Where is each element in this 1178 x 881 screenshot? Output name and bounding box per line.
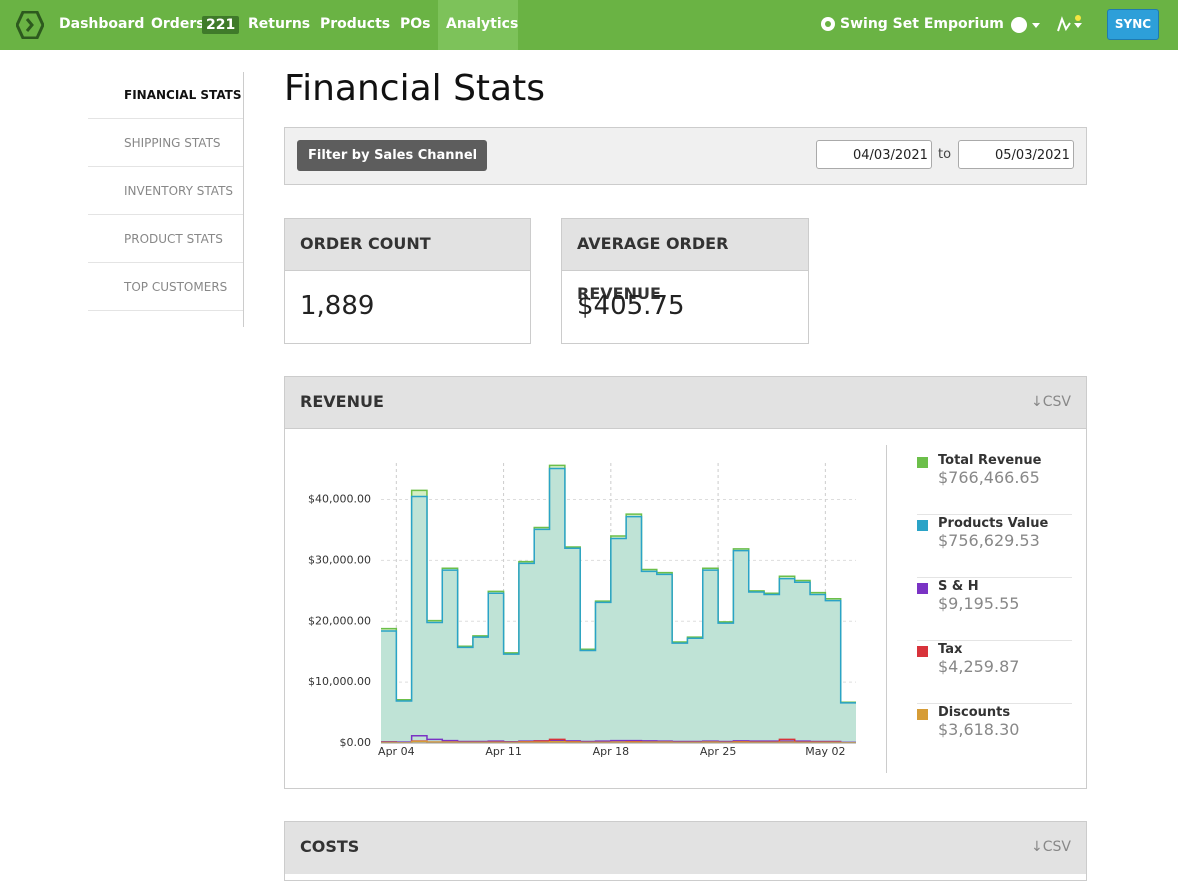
csv-link[interactable]: ↓CSV [1031,394,1071,410]
filter-bar: Filter by Sales Channel 04/03/2021 to 05… [284,127,1087,185]
date-from[interactable]: 04/03/2021 [816,140,932,169]
nav-item[interactable]: Dashboard [59,16,145,32]
series-line [381,464,856,703]
x-tick-label: May 02 [805,745,845,758]
logo[interactable] [16,11,44,39]
legend-divider [886,445,887,773]
series-line [381,467,856,704]
legend-name: Products Value [938,516,1049,531]
stat-card: ORDER COUNT 1,889 [284,218,531,344]
card-value: $405.75 [577,291,685,321]
y-tick-label: $20,000.00 [308,614,371,627]
x-tick-label: Apr 11 [485,745,522,758]
sidebar-divider [243,72,244,327]
costs-panel: COSTS ↓CSV [284,821,1087,881]
nav-item[interactable]: Products [320,16,391,32]
legend: Total Revenue $766,466.65 Products Value $7… [917,453,1072,768]
card-title: ORDER COUNT [285,219,530,271]
filter-button[interactable]: Filter by Sales Channel [297,140,487,171]
legend-swatch [917,520,928,531]
revenue-chart: $0.00 $10,000.00 $20,000.00 $30,000.00 $40,0… [308,463,856,758]
date-separator: to [938,147,952,162]
x-tick-label: Apr 04 [378,745,415,758]
store-menu[interactable]: Swing Set Emporium [840,16,1004,32]
y-tick-label: $0.00 [340,736,372,749]
series-line [381,740,856,744]
panel-title: COSTS [285,822,1086,874]
legend-item[interactable]: Products Value $756,629.53 [917,516,1072,578]
legend-total: $3,618.30 [938,720,1020,739]
legend-total: $756,629.53 [938,531,1040,550]
legend-swatch [917,709,928,720]
orders-badge: 221 [202,16,240,34]
sidebar-item[interactable]: SHIPPING STATS [88,120,243,167]
sidebar-item[interactable]: INVENTORY STATS [88,168,243,215]
stat-card: AVERAGE ORDER REVENUE $405.75 [561,218,809,344]
legend-name: Tax [938,642,963,657]
legend-name: S & H [938,579,979,594]
sidebar-item[interactable]: FINANCIAL STATS [88,72,243,119]
legend-item[interactable]: Tax $4,259.87 [917,642,1072,704]
sidebar-item[interactable]: PRODUCT STATS [88,216,243,263]
legend-item[interactable]: Total Revenue $766,466.65 [917,453,1072,515]
card-value: 1,889 [300,291,375,321]
sidebar-item[interactable]: TOP CUSTOMERS [88,264,243,311]
card-title: AVERAGE ORDER REVENUE [562,219,808,303]
legend-total: $9,195.55 [938,594,1020,613]
revenue-panel: REVENUE ↓CSV $0.00 $10,000.00 $20,000.00 $3… [284,376,1087,789]
nav-item[interactable]: POs [400,16,431,32]
csv-link[interactable]: ↓CSV [1031,839,1071,855]
gear-icon [821,17,835,31]
y-tick-label: $40,000.00 [308,493,371,506]
x-tick-label: Apr 25 [700,745,737,758]
y-tick-label: $10,000.00 [308,675,371,688]
nav-item[interactable]: Returns [248,16,311,32]
active-tab [438,0,518,50]
nav-item[interactable]: Analytics [446,16,519,32]
legend-swatch [917,646,928,657]
y-tick-label: $30,000.00 [308,553,371,566]
panel-title: REVENUE [285,377,1086,429]
legend-item[interactable]: S & H $9,195.55 [917,579,1072,641]
date-to[interactable]: 05/03/2021 [958,140,1074,169]
legend-name: Discounts [938,705,1011,720]
nav-item[interactable]: Orders [151,16,205,32]
legend-swatch [917,583,928,594]
icons[interactable] [1010,15,1090,35]
page-title: Financial Stats [284,68,545,109]
legend-swatch [917,457,928,468]
top-nav: Dashboard Orders 221 Returns Products PO… [0,0,1178,50]
legend-item[interactable]: Discounts $3,618.30 [917,705,1072,767]
legend-name: Total Revenue [938,453,1042,468]
legend-total: $4,259.87 [938,657,1020,676]
sync-button[interactable]: SYNC [1107,9,1159,40]
legend-total: $766,466.65 [938,468,1040,487]
x-tick-label: Apr 18 [593,745,630,758]
series-area [381,468,856,743]
